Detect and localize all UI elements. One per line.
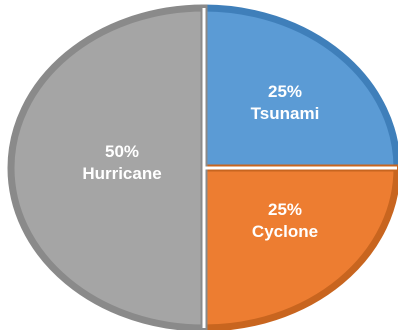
data-label-name-tsunami: Tsunami	[251, 104, 320, 123]
pie-slices	[11, 8, 397, 328]
data-label-value-cyclone: 25%	[268, 200, 302, 219]
data-label-value-tsunami: 25%	[268, 82, 302, 101]
data-label-name-cyclone: Cyclone	[252, 222, 318, 241]
data-label-name-hurricane: Hurricane	[82, 164, 161, 183]
data-label-value-hurricane: 50%	[105, 142, 139, 161]
pie-slice-cyclone	[204, 168, 397, 328]
